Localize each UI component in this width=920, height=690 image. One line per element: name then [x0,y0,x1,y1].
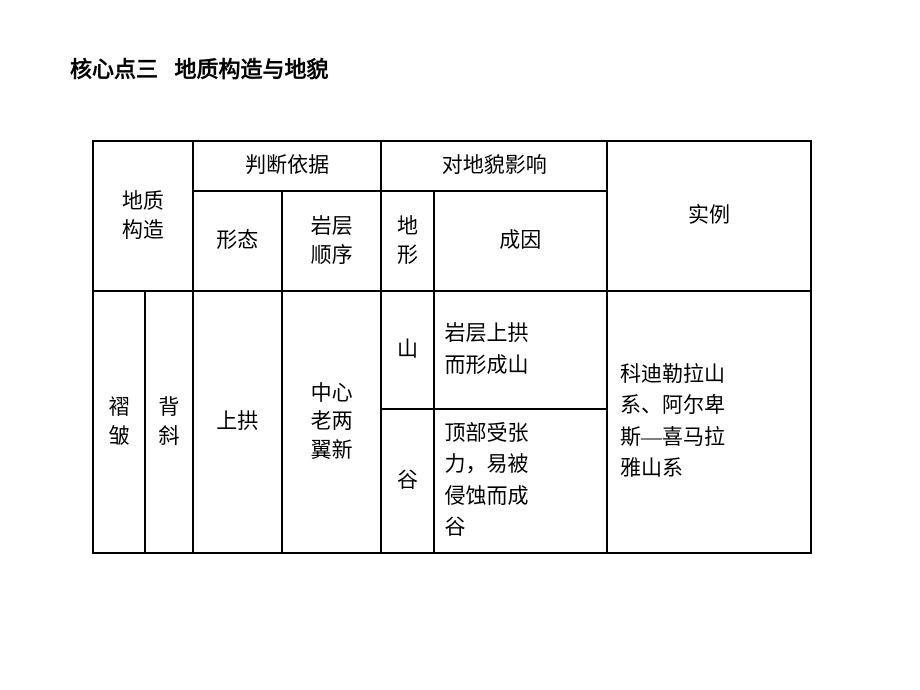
cell-layer: 中心 老两 翼新 [282,291,382,553]
data-row-1: 褶 皱 背 斜 上拱 中心 老两 翼新 山 岩层上拱 而形成山 科迪勒拉山 系、… [93,291,811,409]
header-effect: 对地貌影响 [381,141,607,191]
header-structure: 地质 构造 [93,141,193,291]
cell-fold-type: 褶 皱 [93,291,145,553]
header-example: 实例 [607,141,811,291]
cell-example: 科迪勒拉山 系、阿尔卑 斯—喜马拉 雅山系 [607,291,811,553]
cell-form: 上拱 [193,291,282,553]
cell-anticline: 背 斜 [145,291,193,553]
cell-cause-1: 岩层上拱 而形成山 [434,291,608,409]
header-form: 形态 [193,191,282,291]
header-row-1: 地质 构造 判断依据 对地貌影响 实例 [93,141,811,191]
cell-terrain-2: 谷 [381,409,433,553]
cell-terrain-1: 山 [381,291,433,409]
header-basis: 判断依据 [193,141,382,191]
header-layer: 岩层 顺序 [282,191,382,291]
header-terrain: 地 形 [381,191,433,291]
geology-table: 地质 构造 判断依据 对地貌影响 实例 形态 岩层 顺序 地 形 成因 褶 皱 … [92,140,812,554]
cell-cause-2: 顶部受张 力，易被 侵蚀而成 谷 [434,409,608,553]
section-title: 核心点三 地质构造与地貌 [70,52,850,84]
header-cause: 成因 [434,191,608,291]
